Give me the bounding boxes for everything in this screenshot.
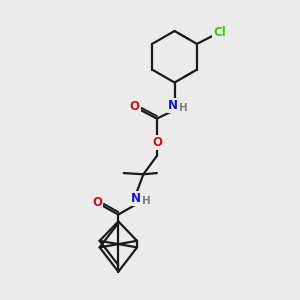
- Text: O: O: [92, 196, 102, 209]
- Text: O: O: [153, 136, 163, 149]
- Text: Cl: Cl: [213, 26, 226, 39]
- Text: H: H: [179, 103, 188, 113]
- Text: N: N: [131, 192, 141, 205]
- Text: O: O: [130, 100, 140, 113]
- Text: H: H: [142, 196, 151, 206]
- Text: N: N: [168, 99, 178, 112]
